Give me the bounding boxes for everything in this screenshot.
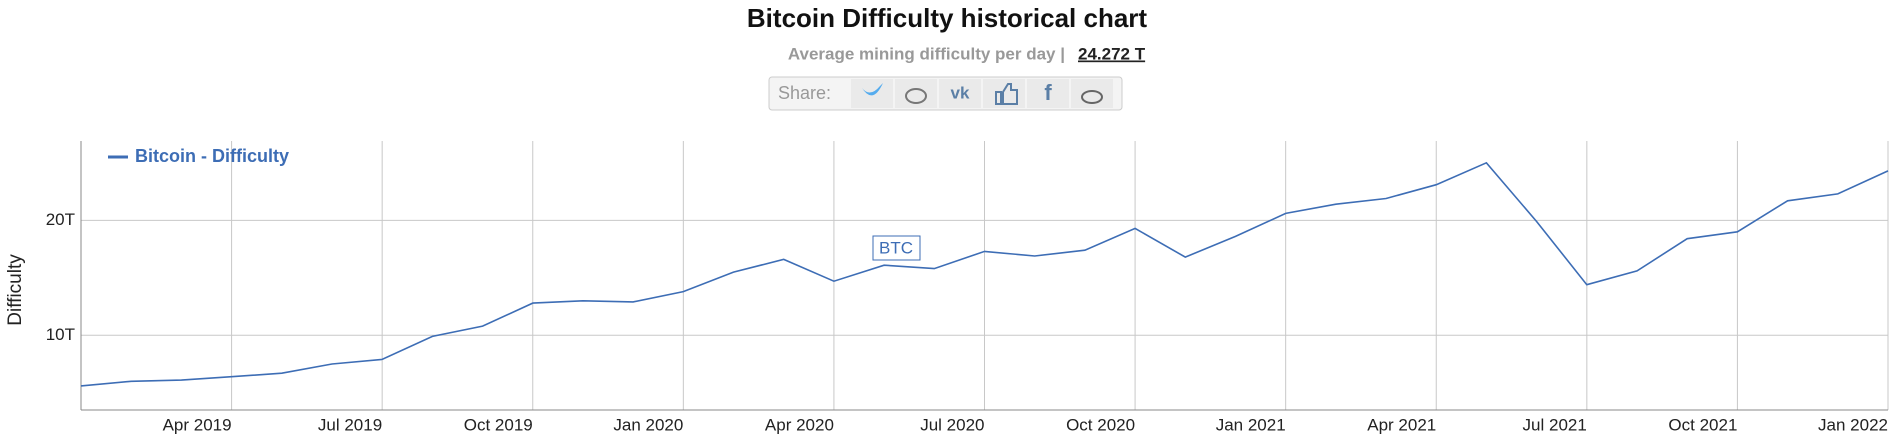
facebook-icon[interactable]: f [1027,79,1069,108]
annotation: BTC [879,238,913,257]
series-line [80,161,1889,387]
like-icon[interactable] [983,79,1025,108]
annotation-box [872,235,921,261]
svg-text:f: f [1044,80,1052,105]
share-bar: Share: vk f [768,76,1123,111]
chart-title: Bitcoin Difficulty historical chart [747,3,1148,33]
y-axis-label: Difficulty [5,254,26,326]
x-tick-label: Oct 2020 [1066,415,1135,434]
share-label: Share: [778,83,831,103]
x-tick-label: Jul 2020 [920,415,984,434]
x-tick-label: Jan 2021 [1216,415,1286,434]
x-tick-label: Jul 2019 [318,415,382,434]
x-tick-label: Jan 2020 [613,415,683,434]
x-tick-label: Apr 2020 [765,415,834,434]
chart-subtitle: Average mining difficulty per day | [788,44,1065,63]
x-tick-label: Apr 2021 [1367,415,1436,434]
svg-text:vk: vk [951,83,970,102]
y-tick-label: 10T [46,325,75,344]
y-tick-label: 20T [46,210,75,229]
x-tick-label: Apr 2019 [163,415,232,434]
weibo-icon[interactable] [1071,79,1113,108]
x-tick-label: Oct 2019 [464,415,533,434]
reddit-icon[interactable] [895,79,937,108]
current-difficulty[interactable]: 24.272 T [1078,44,1146,63]
x-tick-label: Jan 2022 [1818,415,1888,434]
twitter-icon[interactable] [851,79,893,108]
vk-icon[interactable]: vk [939,79,981,108]
legend-label: Bitcoin - Difficulty [135,146,289,166]
x-tick-label: Jul 2021 [1523,415,1587,434]
x-tick-label: Oct 2021 [1668,415,1737,434]
